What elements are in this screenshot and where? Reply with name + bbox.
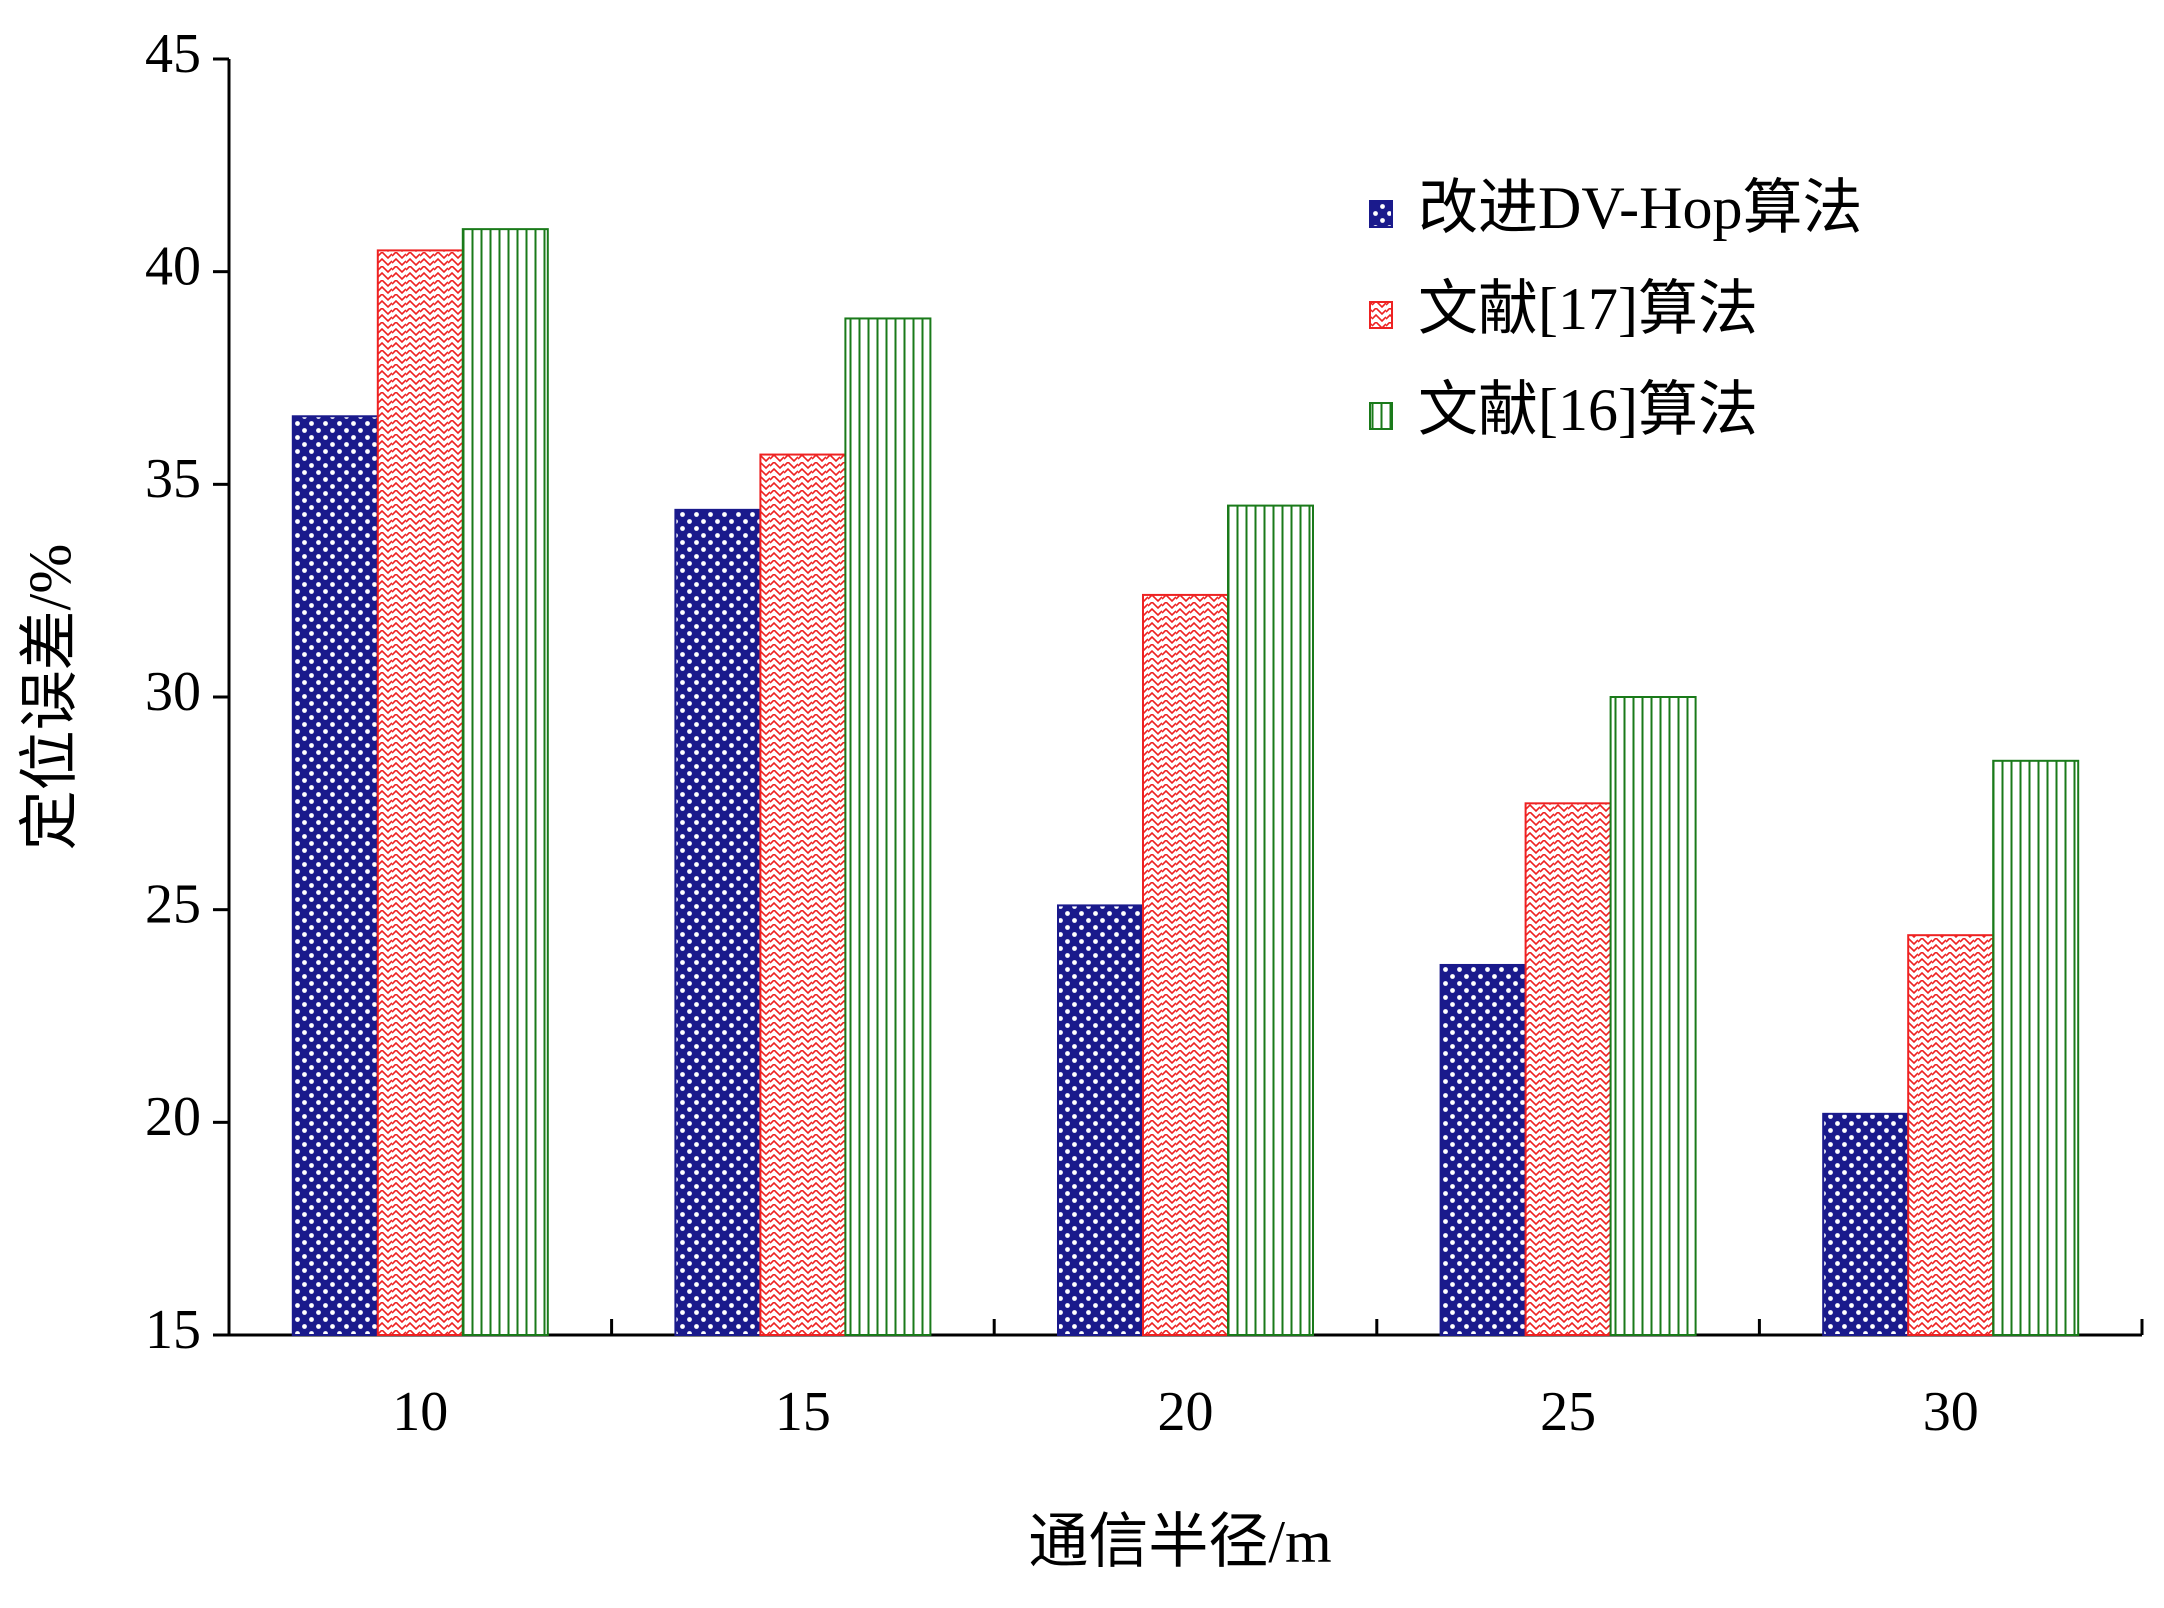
x-tick-label: 10 xyxy=(392,1381,448,1443)
y-tick-label: 20 xyxy=(145,1086,201,1148)
x-tick-label: 30 xyxy=(1923,1381,1979,1443)
legend-label: 文献[17]算法 xyxy=(1418,276,1758,342)
y-tick-label: 25 xyxy=(145,874,201,936)
legend-swatch xyxy=(1369,200,1393,228)
bar xyxy=(461,228,549,1337)
x-tick-label: 25 xyxy=(1540,1381,1596,1443)
bar xyxy=(1822,1112,1910,1336)
legend-label: 文献[16]算法 xyxy=(1418,377,1758,443)
y-tick-label: 15 xyxy=(145,1299,201,1361)
legend-label: 改进DV-Hop算法 xyxy=(1418,175,1862,241)
bar xyxy=(1057,904,1144,1336)
bar xyxy=(1142,593,1229,1336)
bar xyxy=(376,249,464,1336)
y-tick-label: 40 xyxy=(145,236,201,298)
bar xyxy=(1524,802,1612,1336)
bar xyxy=(844,317,932,1337)
bar xyxy=(1907,934,1995,1336)
y-tick-label: 35 xyxy=(145,448,201,510)
legend-swatch xyxy=(1369,402,1393,430)
bar xyxy=(1227,504,1314,1337)
y-tick-label: 30 xyxy=(145,661,201,723)
x-tick-label: 20 xyxy=(1158,1381,1214,1443)
bar xyxy=(1439,963,1527,1337)
bar xyxy=(1609,696,1697,1336)
bar xyxy=(1992,759,2080,1336)
y-tick-label: 45 xyxy=(145,23,201,85)
legend-swatch xyxy=(1369,301,1393,329)
x-tick-label: 15 xyxy=(775,1381,831,1443)
bar xyxy=(674,508,762,1336)
bar xyxy=(759,453,847,1336)
x-axis-title: 通信半径/m xyxy=(1028,1509,1331,1575)
y-axis-title: 定位误差/% xyxy=(17,544,83,851)
bar xyxy=(291,415,379,1336)
